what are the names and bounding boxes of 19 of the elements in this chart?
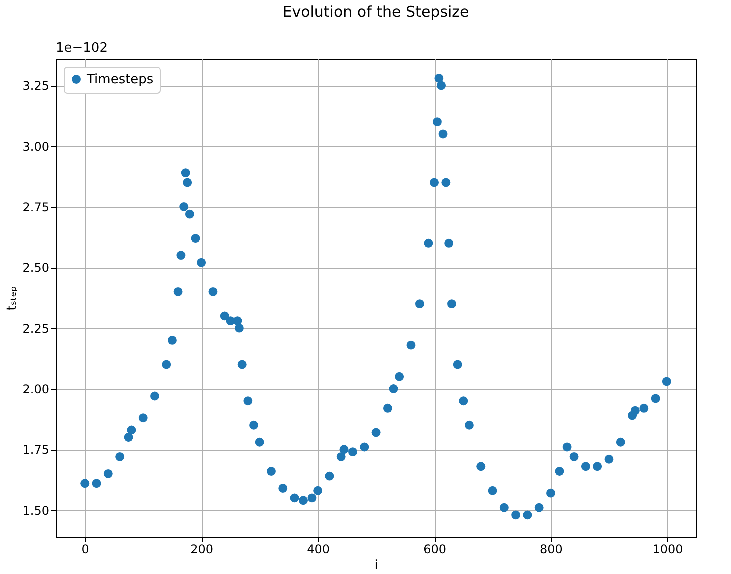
x-tick-label: 800 xyxy=(540,542,563,556)
y-axis-title: tₛₜₑₚ xyxy=(4,286,20,311)
y-tick-label: 2.25 xyxy=(22,322,50,336)
x-axis-title: i xyxy=(374,558,378,574)
chart-title: Evolution of the Stepsize xyxy=(282,3,470,21)
y-tick-label: 3.25 xyxy=(22,79,50,94)
x-tick-label: 400 xyxy=(307,542,330,556)
y-tick-label: 3.00 xyxy=(22,140,50,154)
text: 1e−102 xyxy=(56,41,108,56)
x-tick-label: 0 xyxy=(82,542,90,556)
x-tick-label: 200 xyxy=(190,542,214,556)
y-tick-label: 1.75 xyxy=(22,443,50,458)
y-tick-label: 2.50 xyxy=(22,261,50,276)
legend-label: Timesteps xyxy=(86,72,154,88)
x-tick-label: 600 xyxy=(424,542,446,556)
y-tick-label: 2.00 xyxy=(22,382,50,396)
y-tick-label: 2.75 xyxy=(22,200,50,215)
y-tick-label: 1.50 xyxy=(22,504,50,518)
x-tick-label: 1000 xyxy=(652,542,684,556)
